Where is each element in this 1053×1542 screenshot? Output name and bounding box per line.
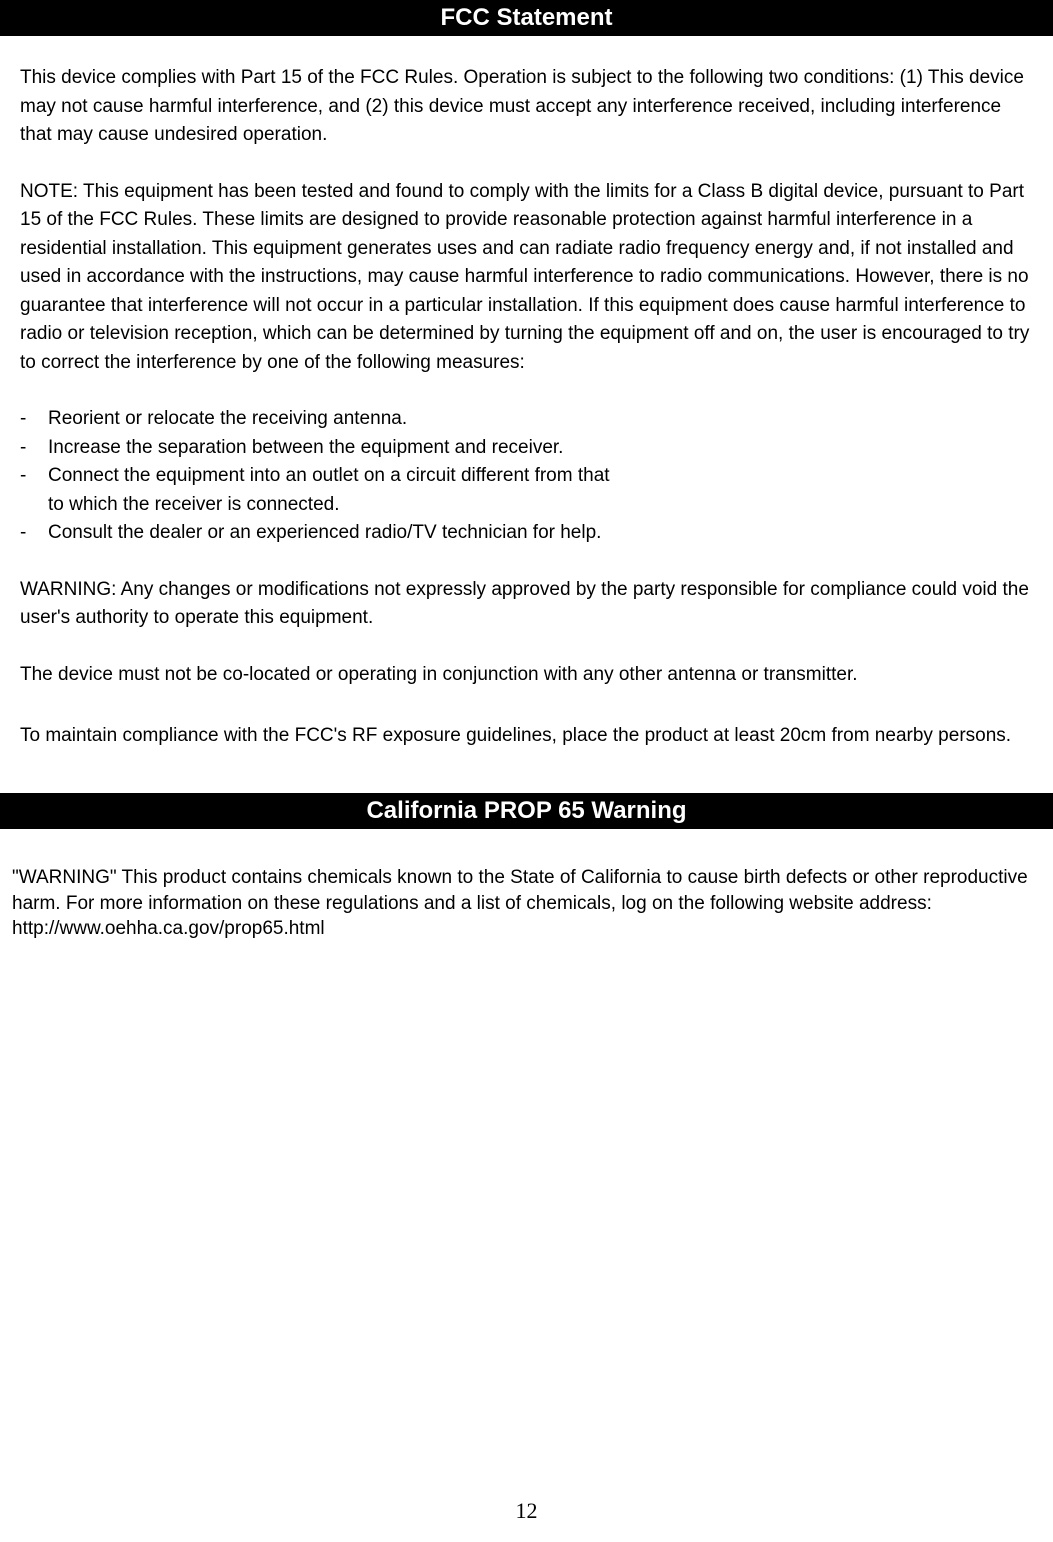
bullet-item-continuation: to which the receiver is connected. [20, 491, 1033, 520]
bullet-text: to which the receiver is connected. [48, 491, 1033, 520]
bullet-marker: - [20, 405, 48, 434]
bullet-marker: - [20, 462, 48, 491]
fcc-para-1: This device complies with Part 15 of the… [20, 64, 1033, 150]
fcc-content: This device complies with Part 15 of the… [0, 64, 1053, 755]
fcc-header: FCC Statement [0, 0, 1053, 36]
bullet-text: Connect the equipment into an outlet on … [48, 462, 1033, 491]
fcc-para-2: NOTE: This equipment has been tested and… [20, 178, 1033, 378]
bullet-item: - Connect the equipment into an outlet o… [20, 462, 1033, 491]
bullet-item: - Increase the separation between the eq… [20, 434, 1033, 463]
fcc-bullet-list: - Reorient or relocate the receiving ant… [20, 405, 1033, 548]
bullet-item: - Consult the dealer or an experienced r… [20, 519, 1033, 548]
bullet-text: Reorient or relocate the receiving anten… [48, 405, 1033, 434]
prop65-para-1: "WARNING" This product contains chemical… [12, 865, 1041, 916]
page-number: 12 [0, 1498, 1053, 1524]
bullet-text: Consult the dealer or an experienced rad… [48, 519, 1033, 548]
fcc-para-5: To maintain compliance with the FCC's RF… [20, 717, 1033, 755]
prop65-header: California PROP 65 Warning [0, 793, 1053, 829]
bullet-marker: - [20, 434, 48, 463]
prop65-content: "WARNING" This product contains chemical… [0, 865, 1053, 942]
bullet-text: Increase the separation between the equi… [48, 434, 1033, 463]
fcc-para-3: WARNING: Any changes or modifications no… [20, 576, 1033, 633]
bullet-marker: - [20, 519, 48, 548]
bullet-item: - Reorient or relocate the receiving ant… [20, 405, 1033, 434]
fcc-para-4: The device must not be co-located or ope… [20, 661, 1033, 690]
prop65-url: http://www.oehha.ca.gov/prop65.html [12, 916, 1041, 942]
bullet-marker-empty [20, 491, 48, 520]
